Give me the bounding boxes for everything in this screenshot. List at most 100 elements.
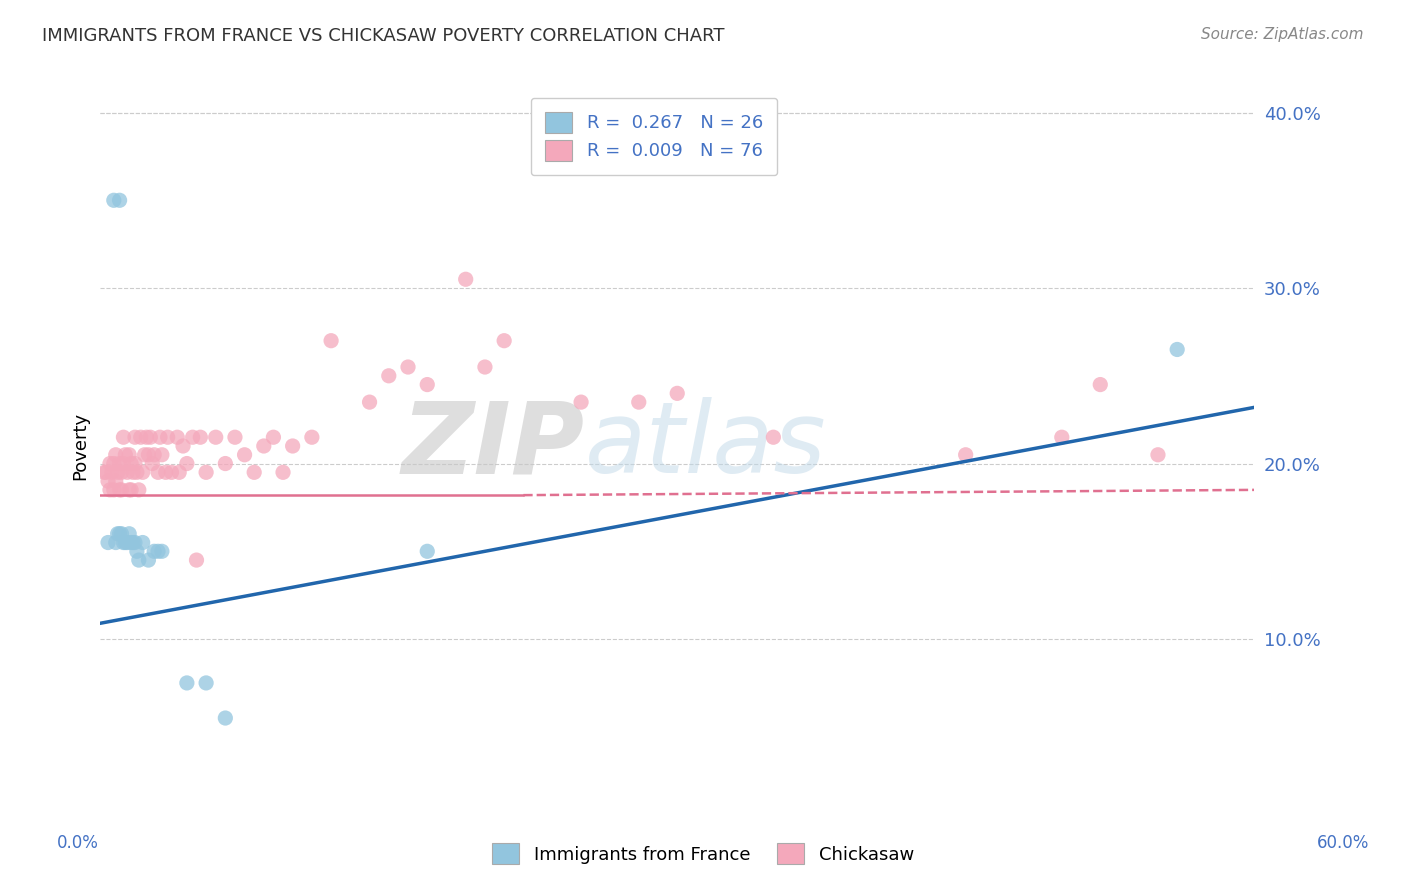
Point — [118, 526, 141, 541]
Y-axis label: Poverty: Poverty — [72, 412, 89, 480]
Point — [262, 430, 284, 444]
Point — [131, 535, 153, 549]
Point — [233, 448, 256, 462]
Text: 0.0%: 0.0% — [56, 834, 98, 852]
Point — [146, 466, 169, 480]
Point — [122, 535, 145, 549]
Point — [359, 395, 381, 409]
Point — [224, 430, 246, 444]
Point — [569, 395, 592, 409]
Point — [955, 448, 977, 462]
Point — [124, 430, 146, 444]
Point — [110, 466, 132, 480]
Point — [108, 483, 131, 497]
Point — [204, 430, 226, 444]
Point — [120, 535, 142, 549]
Point — [138, 448, 160, 462]
Point — [118, 483, 141, 497]
Point — [107, 466, 129, 480]
Point — [762, 430, 785, 444]
Point — [103, 483, 125, 497]
Point — [112, 535, 135, 549]
Point — [186, 553, 208, 567]
Point — [454, 272, 477, 286]
Point — [94, 466, 117, 480]
Point — [167, 466, 190, 480]
Point — [666, 386, 689, 401]
Point — [243, 466, 266, 480]
Point — [114, 448, 136, 462]
Point — [271, 466, 294, 480]
Point — [129, 430, 152, 444]
Point — [93, 466, 115, 480]
Point — [172, 439, 194, 453]
Point — [139, 430, 162, 444]
Text: Source: ZipAtlas.com: Source: ZipAtlas.com — [1201, 27, 1364, 42]
Point — [125, 544, 148, 558]
Point — [143, 544, 166, 558]
Point — [97, 474, 120, 488]
Point — [214, 457, 236, 471]
Point — [141, 457, 163, 471]
Point — [107, 526, 129, 541]
Point — [110, 483, 132, 497]
Point — [131, 466, 153, 480]
Point — [176, 457, 198, 471]
Point — [128, 483, 150, 497]
Point — [416, 544, 439, 558]
Point — [494, 334, 516, 348]
Point — [301, 430, 323, 444]
Text: atlas: atlas — [585, 398, 827, 494]
Point — [474, 359, 496, 374]
Point — [114, 535, 136, 549]
Point — [214, 711, 236, 725]
Point — [138, 553, 160, 567]
Legend: R =  0.267   N = 26, R =  0.009   N = 76: R = 0.267 N = 26, R = 0.009 N = 76 — [531, 97, 778, 176]
Point — [150, 544, 173, 558]
Point — [112, 430, 135, 444]
Point — [118, 448, 141, 462]
Text: IMMIGRANTS FROM FRANCE VS CHICKASAW POVERTY CORRELATION CHART: IMMIGRANTS FROM FRANCE VS CHICKASAW POVE… — [42, 27, 724, 45]
Point — [112, 457, 135, 471]
Point — [188, 430, 211, 444]
Point — [103, 194, 125, 208]
Point — [319, 334, 342, 348]
Point — [378, 368, 401, 383]
Point — [101, 466, 124, 480]
Point — [146, 544, 169, 558]
Legend: Immigrants from France, Chickasaw: Immigrants from France, Chickasaw — [478, 829, 928, 879]
Point — [1147, 448, 1170, 462]
Point — [110, 526, 132, 541]
Point — [195, 676, 218, 690]
Point — [195, 466, 218, 480]
Point — [1090, 377, 1112, 392]
Point — [122, 466, 145, 480]
Point — [124, 457, 146, 471]
Point — [124, 535, 146, 549]
Point — [416, 377, 439, 392]
Point — [149, 430, 172, 444]
Point — [97, 535, 120, 549]
Point — [128, 553, 150, 567]
Point — [98, 457, 121, 471]
Point — [98, 483, 121, 497]
Point — [108, 194, 131, 208]
Point — [104, 448, 127, 462]
Point — [135, 430, 157, 444]
Point — [108, 457, 131, 471]
Point — [117, 535, 139, 549]
Point — [1166, 343, 1188, 357]
Point — [160, 466, 183, 480]
Point — [1050, 430, 1073, 444]
Point — [396, 359, 419, 374]
Text: ZIP: ZIP — [402, 398, 585, 494]
Point — [120, 457, 142, 471]
Point — [125, 466, 148, 480]
Point — [150, 448, 173, 462]
Point — [176, 676, 198, 690]
Point — [134, 448, 156, 462]
Point — [181, 430, 204, 444]
Point — [627, 395, 650, 409]
Point — [104, 535, 127, 549]
Point — [104, 474, 127, 488]
